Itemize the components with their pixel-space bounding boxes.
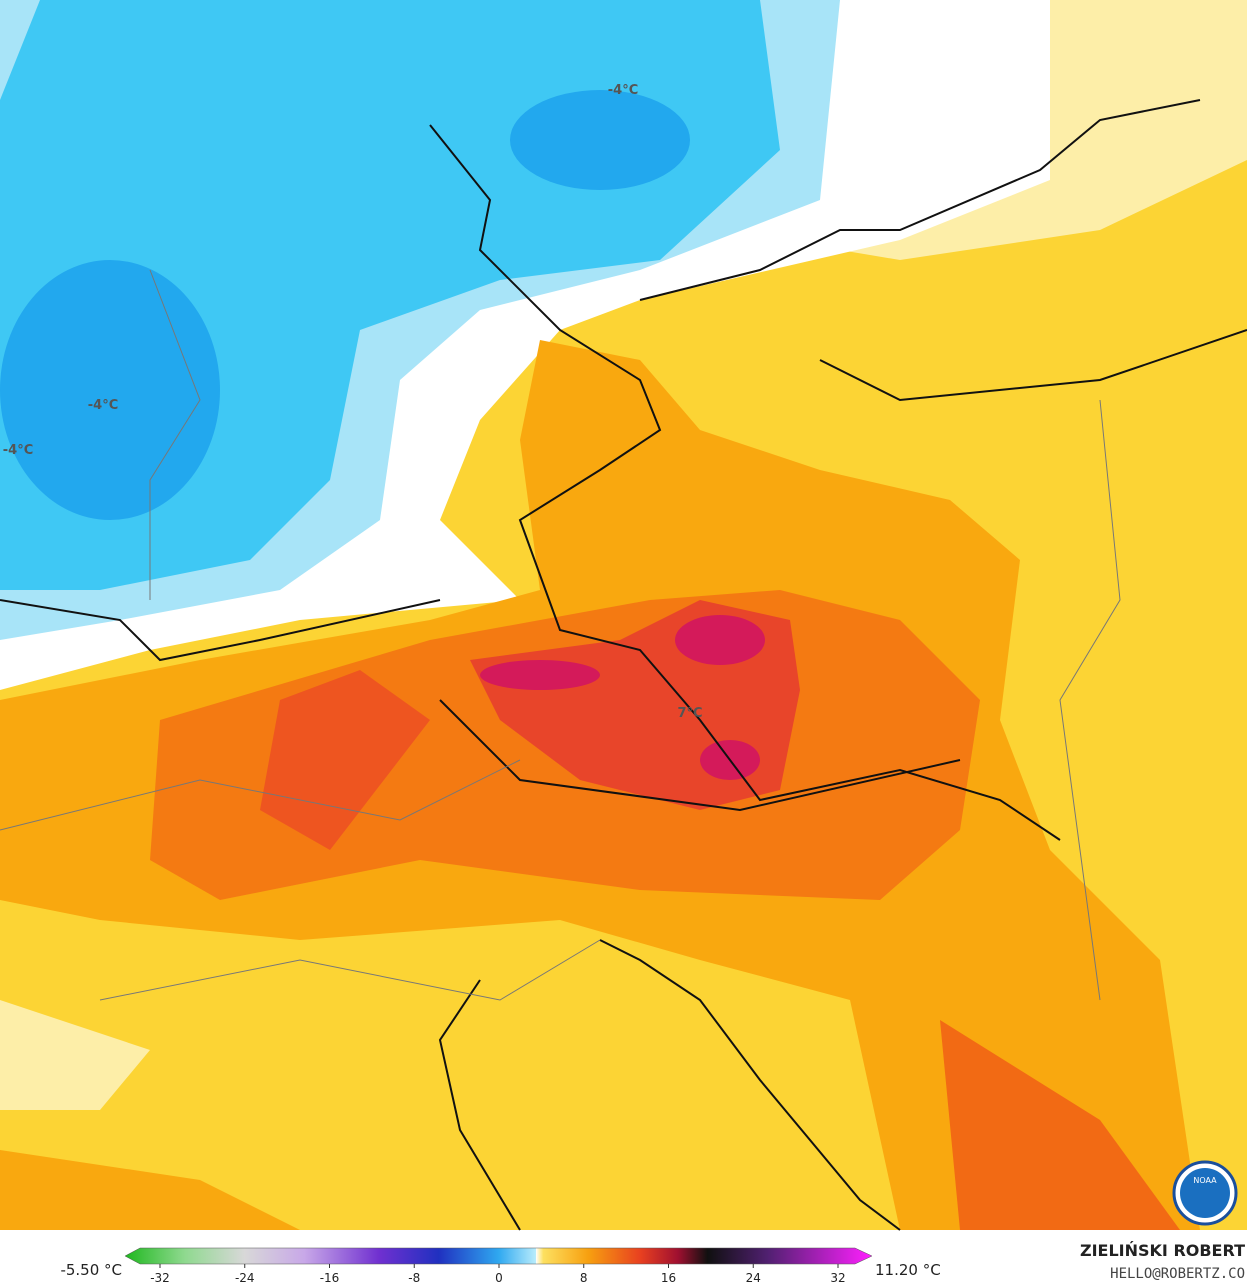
colorbar-tick-label: 16: [661, 1271, 676, 1285]
border: [439, 699, 961, 812]
border: [819, 329, 1247, 402]
max-label: 11.20 °C: [875, 1261, 941, 1279]
hot-core: [480, 660, 600, 690]
cold-core: [0, 260, 220, 520]
region-line: [99, 939, 601, 1001]
contour-label: -4°C: [3, 443, 33, 458]
logo-text: NOAA: [1193, 1176, 1217, 1185]
pale-region: [0, 1000, 150, 1110]
coast: [599, 939, 901, 1231]
contour-label: -4°C: [88, 398, 118, 413]
colorbar-tick-label: -24: [235, 1271, 255, 1285]
author: ZIELIŃSKI ROBERT: [1080, 1241, 1245, 1260]
border: [0, 599, 441, 662]
cold-core: [510, 90, 690, 190]
logo-core: [1180, 1168, 1230, 1218]
contour-label: 7°C: [677, 706, 702, 721]
border: [429, 124, 1061, 841]
coast: [438, 979, 521, 1231]
contour-label: -4°C: [608, 83, 638, 98]
colorbar-tick-label: -32: [150, 1271, 170, 1285]
regions: [0, 269, 1121, 1001]
colorbar-tick-label: 8: [580, 1271, 588, 1285]
noaa-logo: NOAA: [1172, 1160, 1238, 1226]
colorbar-tick-label: -8: [408, 1271, 420, 1285]
map: -4°C -4°C -4°C 7°C NOAA: [0, 0, 1247, 1231]
colorbar-tick-label: 32: [830, 1271, 845, 1285]
min-label: -5.50 °C: [60, 1261, 122, 1279]
border: [639, 99, 1201, 301]
hot-core: [260, 670, 430, 850]
colorbar-scale: [124, 1247, 873, 1265]
colorbar-tick-label: 0: [495, 1271, 503, 1285]
borders: [0, 99, 1247, 1231]
warm-region: [0, 1150, 300, 1230]
colorbar-tick-label: 24: [746, 1271, 761, 1285]
colorbar-tick-label: -16: [320, 1271, 340, 1285]
contact: HELLO@ROBERTZ.CO: [1110, 1266, 1245, 1282]
region-line: [0, 759, 521, 831]
region-line: [1059, 399, 1121, 1001]
hot-region: [940, 1020, 1180, 1230]
colorbar: -5.50 °C 11.20 °C -32 -24 -16 -8 0 8 16 24 32: [60, 1247, 941, 1285]
region-line: [149, 269, 201, 600]
hot-core: [675, 615, 765, 665]
